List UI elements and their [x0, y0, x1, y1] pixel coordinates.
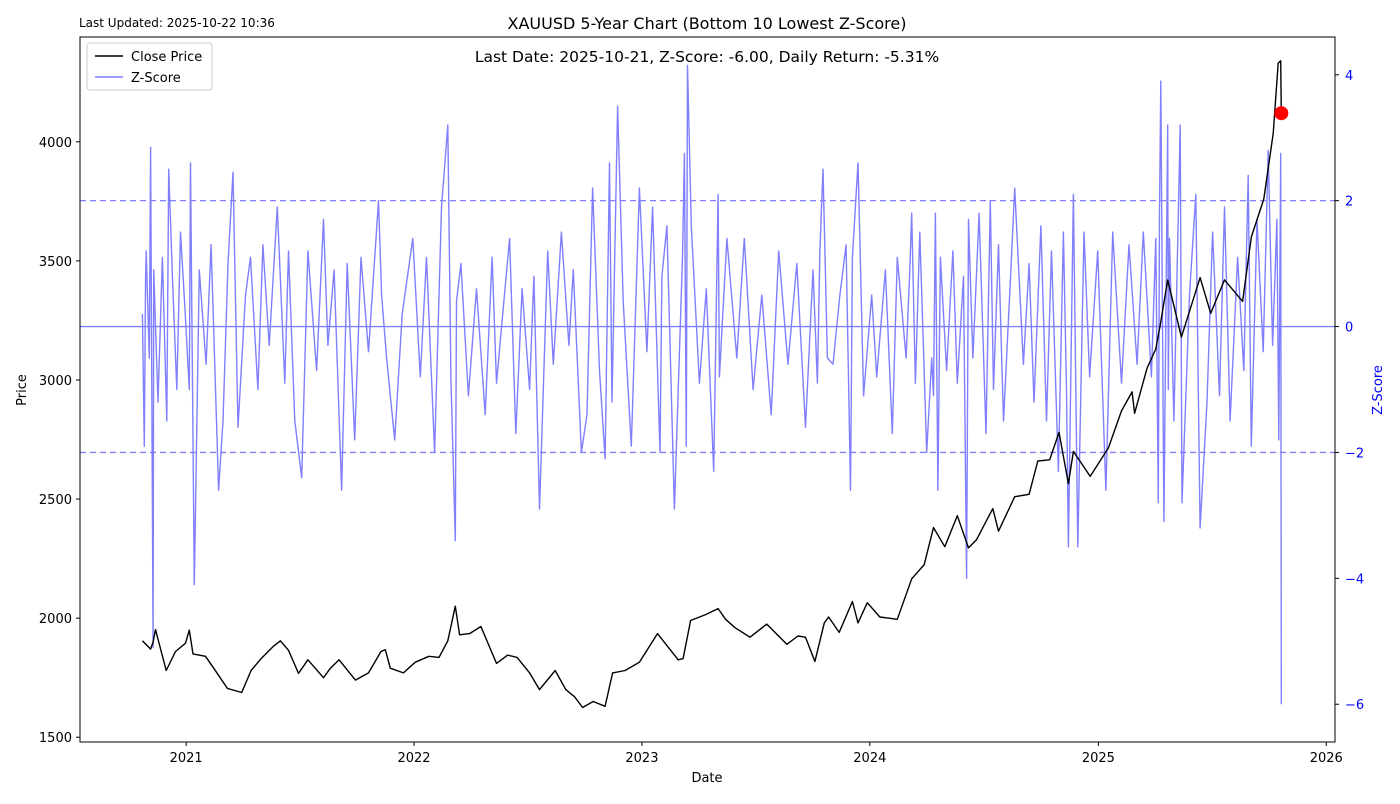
x-tick-label-2026: 2026 — [1310, 751, 1343, 766]
x-tick-label-2022: 2022 — [397, 751, 430, 766]
y2-axis-label: Z-Score — [1371, 365, 1386, 415]
legend-box — [86, 42, 213, 91]
y2-tick-label-4: 4 — [1345, 69, 1353, 84]
y-tick-label-1500: 1500 — [39, 731, 72, 746]
price-series — [141, 60, 1283, 709]
x-tick-label-2021: 2021 — [170, 751, 203, 766]
legend-price-label: Close Price — [131, 50, 202, 65]
highlight-markers — [1274, 106, 1289, 121]
y2-axis-ticks: −6 −4 −2 0 2 4 — [1335, 69, 1364, 713]
x-axis-ticks: 2021 2022 2023 2024 2025 2026 — [170, 742, 1343, 766]
y-tick-label-2500: 2500 — [39, 493, 72, 508]
x-tick-label-2024: 2024 — [853, 751, 886, 766]
legend-zscore-label: Z-Score — [131, 71, 181, 86]
last-point-marker — [1274, 106, 1289, 121]
y2-tick-label--2: −2 — [1345, 446, 1364, 461]
x-axis-label: Date — [691, 771, 722, 786]
y-tick-label-3000: 3000 — [39, 374, 72, 389]
y-tick-label-4000: 4000 — [39, 136, 72, 151]
y-axis-ticks: 1500 2000 2500 3000 3500 4000 — [39, 136, 80, 746]
y-tick-label-2000: 2000 — [39, 612, 72, 627]
zscore-line — [141, 64, 1283, 705]
plot-frame — [79, 36, 1336, 743]
chart-subtitle: Last Date: 2025-10-21, Z-Score: -6.00, D… — [475, 48, 939, 66]
price-line — [141, 60, 1283, 709]
y2-tick-label-0: 0 — [1345, 321, 1353, 336]
zscore-series — [141, 64, 1283, 705]
last-updated-label: Last Updated: 2025-10-22 10:36 — [79, 16, 275, 30]
y2-tick-label--6: −6 — [1345, 698, 1364, 713]
y2-tick-label-2: 2 — [1345, 195, 1353, 210]
legend: Close Price Z-Score — [86, 42, 213, 91]
y-tick-label-3500: 3500 — [39, 255, 72, 270]
x-tick-label-2025: 2025 — [1082, 751, 1115, 766]
chart-title: XAUUSD 5-Year Chart (Bottom 10 Lowest Z-… — [508, 14, 907, 33]
y2-tick-label--4: −4 — [1345, 572, 1364, 587]
y-axis-label: Price — [15, 374, 30, 406]
x-tick-label-2023: 2023 — [625, 751, 658, 766]
